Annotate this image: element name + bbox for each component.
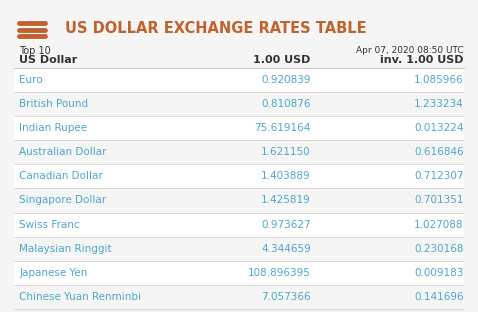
FancyBboxPatch shape xyxy=(14,68,464,92)
FancyBboxPatch shape xyxy=(14,164,464,188)
Text: Apr 07, 2020 08:50 UTC: Apr 07, 2020 08:50 UTC xyxy=(356,46,464,55)
FancyBboxPatch shape xyxy=(14,285,464,309)
Text: Indian Rupee: Indian Rupee xyxy=(19,123,87,133)
FancyBboxPatch shape xyxy=(14,261,464,285)
Text: US Dollar: US Dollar xyxy=(19,55,77,65)
FancyBboxPatch shape xyxy=(14,116,464,140)
Text: inv. 1.00 USD: inv. 1.00 USD xyxy=(380,55,464,65)
Text: 0.009183: 0.009183 xyxy=(414,268,464,278)
Text: 0.973627: 0.973627 xyxy=(261,220,311,230)
Text: 0.013224: 0.013224 xyxy=(414,123,464,133)
Text: British Pound: British Pound xyxy=(19,99,88,109)
Text: Canadian Dollar: Canadian Dollar xyxy=(19,171,103,181)
Text: 1.00 USD: 1.00 USD xyxy=(253,55,311,65)
Text: Singapore Dollar: Singapore Dollar xyxy=(19,196,106,206)
Text: 0.701351: 0.701351 xyxy=(414,196,464,206)
Text: 1.425819: 1.425819 xyxy=(261,196,311,206)
Text: 0.141696: 0.141696 xyxy=(414,292,464,302)
Text: 7.057366: 7.057366 xyxy=(261,292,311,302)
Text: Swiss Franc: Swiss Franc xyxy=(19,220,80,230)
Text: 1.027088: 1.027088 xyxy=(414,220,464,230)
FancyBboxPatch shape xyxy=(14,140,464,164)
Text: Australian Dollar: Australian Dollar xyxy=(19,147,107,157)
Text: 108.896395: 108.896395 xyxy=(248,268,311,278)
Text: 0.920839: 0.920839 xyxy=(261,75,311,85)
FancyBboxPatch shape xyxy=(14,188,464,212)
Text: 0.712307: 0.712307 xyxy=(414,171,464,181)
FancyBboxPatch shape xyxy=(14,92,464,116)
FancyBboxPatch shape xyxy=(14,236,464,261)
FancyBboxPatch shape xyxy=(14,212,464,236)
Text: Malaysian Ringgit: Malaysian Ringgit xyxy=(19,244,112,254)
Text: 1.621150: 1.621150 xyxy=(261,147,311,157)
Text: 0.810876: 0.810876 xyxy=(261,99,311,109)
Text: Japanese Yen: Japanese Yen xyxy=(19,268,87,278)
Text: Top 10: Top 10 xyxy=(19,46,51,56)
Text: 1.233234: 1.233234 xyxy=(414,99,464,109)
Text: 0.230168: 0.230168 xyxy=(414,244,464,254)
Text: 4.344659: 4.344659 xyxy=(261,244,311,254)
Text: US DOLLAR EXCHANGE RATES TABLE: US DOLLAR EXCHANGE RATES TABLE xyxy=(65,21,366,36)
Text: Chinese Yuan Renminbi: Chinese Yuan Renminbi xyxy=(19,292,141,302)
Text: 1.085966: 1.085966 xyxy=(414,75,464,85)
Text: Euro: Euro xyxy=(19,75,43,85)
Text: 1.403889: 1.403889 xyxy=(261,171,311,181)
Text: 75.619164: 75.619164 xyxy=(254,123,311,133)
Text: 0.616846: 0.616846 xyxy=(414,147,464,157)
